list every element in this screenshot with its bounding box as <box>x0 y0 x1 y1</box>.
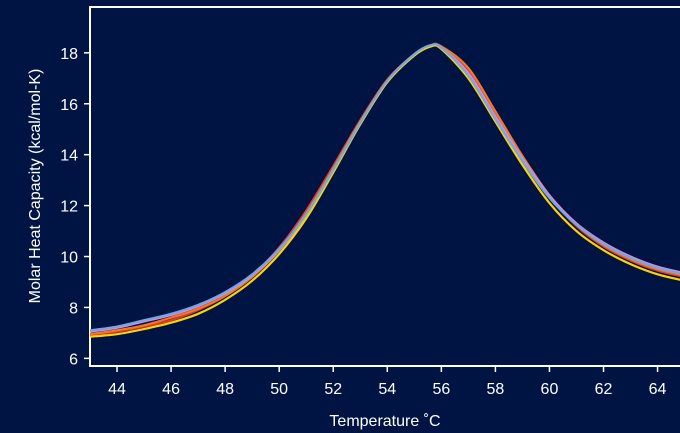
x-tick-label: 48 <box>216 381 234 398</box>
y-axis-label: Molar Heat Capacity (kcal/mol-K) <box>27 69 44 304</box>
x-tick-label: 50 <box>270 381 288 398</box>
y-tick-label: 18 <box>60 46 78 63</box>
x-tick-label: 52 <box>324 381 342 398</box>
x-tick-label: 44 <box>108 381 126 398</box>
y-axis: 6 8 10 12 14 16 18 <box>60 46 90 368</box>
x-axis: 44 46 48 50 52 54 56 58 60 62 64 <box>108 366 667 398</box>
series-line-5 <box>90 43 680 332</box>
x-tick-label: 62 <box>595 381 613 398</box>
y-tick-label: 12 <box>60 199 78 216</box>
series-line-1 <box>90 42 680 337</box>
y-tick-label: 14 <box>60 148 78 165</box>
x-tick-label: 46 <box>162 381 180 398</box>
y-tick-label: 16 <box>60 97 78 114</box>
x-tick-label: 64 <box>649 381 667 398</box>
x-tick-label: 54 <box>378 381 396 398</box>
y-tick-label: 10 <box>60 250 78 267</box>
series-line-3 <box>90 43 680 333</box>
x-tick-label: 60 <box>541 381 559 398</box>
x-axis-label: Temperature ˚C <box>329 413 440 430</box>
plot-frame <box>89 6 680 367</box>
y-tick-label: 6 <box>69 351 78 368</box>
x-tick-label: 58 <box>487 381 505 398</box>
series-line-2 <box>90 43 680 336</box>
y-tick-label: 8 <box>69 300 78 317</box>
x-tick-label: 56 <box>432 381 450 398</box>
series-layer <box>90 42 680 338</box>
series-line-4 <box>90 44 680 338</box>
